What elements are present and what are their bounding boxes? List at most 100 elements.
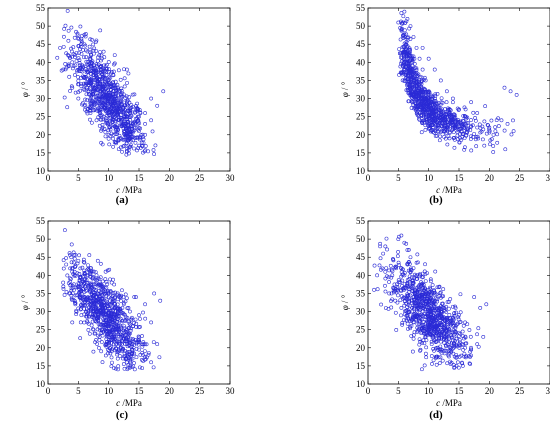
data-point — [438, 339, 443, 344]
y-tick-label: 50 — [356, 21, 366, 31]
data-point — [407, 48, 412, 53]
data-point — [88, 47, 93, 52]
data-point — [115, 112, 119, 117]
data-point — [437, 284, 442, 289]
data-point — [452, 311, 457, 315]
data-point — [372, 287, 376, 292]
data-point — [405, 248, 410, 252]
y-tick-label: 20 — [36, 130, 46, 140]
data-point — [411, 336, 416, 341]
data-point — [139, 133, 143, 137]
data-point — [439, 120, 444, 125]
data-point — [123, 121, 127, 126]
panel-label: (b) — [429, 194, 443, 206]
data-point — [408, 56, 413, 61]
data-point — [125, 119, 130, 124]
data-point — [402, 281, 407, 286]
data-point — [95, 276, 100, 281]
data-point — [76, 96, 81, 101]
data-point — [113, 140, 118, 145]
data-point — [452, 365, 457, 370]
data-point — [95, 104, 100, 109]
data-point — [425, 118, 429, 123]
data-point — [461, 119, 466, 124]
data-point — [379, 302, 383, 307]
data-point — [493, 129, 498, 134]
data-point — [394, 328, 399, 332]
data-point — [434, 362, 439, 367]
data-point — [78, 44, 83, 49]
data-point — [468, 349, 473, 354]
data-point — [69, 255, 74, 260]
data-point — [448, 112, 453, 117]
data-point — [426, 324, 431, 329]
data-point — [484, 131, 489, 136]
data-point — [84, 310, 89, 314]
data-point — [137, 335, 142, 340]
data-point — [397, 47, 402, 52]
data-point — [107, 339, 112, 344]
data-point — [420, 45, 425, 50]
data-point — [96, 88, 101, 92]
data-point — [109, 95, 114, 99]
data-point — [420, 120, 425, 125]
data-point — [119, 117, 124, 122]
data-point — [423, 262, 427, 267]
data-point — [457, 140, 462, 145]
data-point — [103, 329, 108, 334]
data-point — [73, 301, 78, 305]
data-point — [462, 126, 466, 130]
data-point — [423, 127, 428, 132]
data-point — [161, 89, 166, 94]
data-point — [110, 312, 115, 317]
data-point — [116, 341, 121, 346]
data-point — [141, 135, 145, 140]
data-point — [426, 90, 430, 94]
data-point — [491, 132, 496, 137]
data-point — [80, 265, 85, 270]
data-point — [69, 293, 74, 298]
data-point — [411, 295, 416, 300]
data-point — [479, 129, 484, 134]
data-point — [418, 105, 423, 110]
data-point — [96, 109, 101, 114]
data-point — [111, 366, 116, 370]
data-point — [405, 282, 409, 287]
data-point — [149, 360, 154, 365]
data-point — [122, 114, 127, 119]
data-point — [420, 322, 425, 327]
data-point — [126, 122, 131, 127]
y-tick-label: 25 — [356, 112, 366, 122]
data-point — [143, 316, 148, 321]
plot-area — [367, 7, 550, 172]
data-point — [83, 107, 87, 112]
data-point — [425, 303, 430, 308]
data-point — [94, 282, 99, 287]
data-point — [417, 289, 422, 294]
data-point — [428, 129, 433, 134]
data-point — [469, 134, 473, 139]
data-point — [128, 356, 133, 361]
data-point — [435, 123, 440, 127]
data-point — [423, 314, 428, 319]
data-point — [125, 332, 130, 337]
data-point — [81, 86, 86, 91]
data-point — [486, 123, 491, 128]
data-point — [390, 297, 395, 302]
data-point — [117, 354, 122, 358]
data-point — [384, 266, 389, 270]
data-point — [91, 48, 96, 53]
data-point — [433, 120, 438, 125]
data-point — [442, 117, 447, 122]
data-point — [396, 250, 401, 254]
data-point — [100, 123, 105, 127]
data-point — [444, 334, 449, 339]
data-point — [378, 241, 383, 246]
data-point — [441, 287, 446, 292]
data-point — [427, 90, 432, 95]
data-point — [439, 331, 444, 335]
data-point — [403, 64, 408, 69]
data-point — [94, 88, 99, 93]
data-point — [128, 113, 133, 118]
data-point — [85, 274, 90, 279]
